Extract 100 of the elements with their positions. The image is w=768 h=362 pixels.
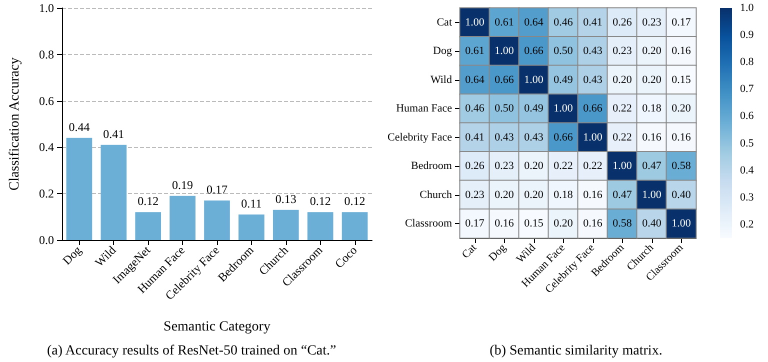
color-bar-label: 1.0 [740, 2, 754, 14]
data-label: 0.43 [583, 74, 603, 86]
data-label: 1.00 [465, 16, 485, 28]
bar [204, 200, 230, 240]
data-label: 0.23 [465, 188, 485, 201]
bar [66, 138, 92, 240]
data-label: 0.50 [554, 45, 574, 58]
data-label: 1.00 [494, 45, 514, 58]
color-bar-label: 0.7 [740, 83, 754, 96]
data-label: 0.20 [524, 160, 544, 172]
data-label: 0.43 [583, 45, 603, 58]
data-label: 0.23 [642, 16, 662, 28]
data-label: 0.12 [310, 194, 331, 208]
data-label: 0.40 [642, 218, 662, 230]
data-label: 0.41 [583, 16, 602, 28]
x-tick-label: Dog [486, 241, 509, 264]
data-label: 0.20 [672, 102, 692, 115]
data-label: 0.20 [612, 74, 632, 86]
x-axis-title: Semantic Category [164, 320, 270, 334]
color-bar-label: 0.9 [740, 29, 754, 42]
data-label: 0.13 [275, 192, 296, 206]
data-label: 0.18 [554, 188, 574, 201]
data-label: 0.18 [642, 102, 662, 115]
data-label: 0.23 [612, 45, 632, 58]
data-label: 0.66 [583, 102, 603, 115]
y-tick-label: Human Face [396, 102, 452, 115]
x-tick-label: Wild [514, 241, 538, 266]
data-label: 0.64 [465, 74, 485, 86]
data-label: 0.16 [583, 218, 603, 230]
data-label: 0.16 [494, 218, 514, 230]
color-bar-label: 0.2 [740, 218, 754, 230]
data-label: 0.26 [612, 16, 632, 28]
y-tick-label: Bedroom [411, 160, 452, 172]
data-label: 0.61 [465, 45, 484, 58]
y-tick-label: Dog [433, 45, 452, 58]
color-bar-label: 0.8 [740, 56, 754, 68]
y-tick-label: Church [420, 188, 452, 201]
data-label: 0.20 [554, 218, 574, 230]
color-bar-label: 0.5 [740, 137, 754, 150]
bar [272, 210, 299, 240]
color-bar-label: 0.4 [740, 164, 754, 176]
data-label: 0.22 [583, 160, 602, 172]
data-label: 0.46 [554, 16, 574, 28]
data-label: 0.44 [68, 120, 90, 134]
data-label: 1.00 [583, 131, 603, 144]
x-tick-label: Coco [332, 243, 360, 271]
x-tick-label: Cat [460, 242, 479, 262]
data-label: 0.49 [524, 102, 544, 115]
data-label: 0.43 [494, 131, 514, 144]
color-bar-label: 0.3 [740, 191, 754, 204]
bar [135, 212, 162, 240]
data-label: 0.26 [465, 160, 485, 172]
data-label: 0.66 [554, 131, 574, 144]
data-label: 0.58 [612, 218, 632, 230]
data-label: 1.00 [612, 160, 632, 172]
data-label: 0.15 [672, 74, 692, 86]
x-tick-label: Dog [60, 243, 84, 268]
data-label: 0.41 [103, 126, 124, 141]
y-tick-label: Wild [430, 74, 452, 86]
text: (b) Semantic similarity matrix. [490, 344, 662, 358]
y-tick-label: 0.2 [39, 186, 54, 201]
data-label: 0.20 [524, 188, 544, 201]
data-label: 0.46 [465, 102, 485, 115]
data-label: 0.66 [494, 74, 514, 86]
data-label: 0.43 [524, 131, 544, 144]
data-label: 0.17 [465, 218, 485, 230]
data-label: 0.15 [524, 218, 544, 230]
bar [307, 212, 334, 240]
data-label: 0.47 [612, 188, 632, 201]
data-label: 0.41 [465, 131, 484, 144]
bar [170, 196, 196, 240]
y-tick-label: 0.4 [39, 140, 54, 154]
data-label: 1.00 [642, 188, 662, 201]
data-label: 1.00 [672, 218, 692, 230]
y-tick-label: 0.0 [39, 233, 54, 247]
y-tick-label: Celebrity Face [388, 131, 452, 144]
data-label: 0.22 [612, 131, 632, 144]
data-label: 0.17 [672, 16, 692, 28]
y-tick-label: 0.6 [39, 94, 54, 108]
data-label: 0.11 [241, 196, 262, 210]
bar [238, 214, 264, 240]
data-label: 0.47 [642, 160, 662, 172]
bar [342, 212, 368, 240]
data-label: 0.40 [672, 188, 692, 201]
y-axis-title: Classification Accuracy [8, 57, 22, 191]
data-label: 0.16 [642, 131, 662, 144]
data-label: 1.00 [524, 74, 544, 86]
data-label: 0.19 [172, 178, 194, 192]
y-tick-label: Cat [436, 16, 452, 28]
data-label: 0.17 [206, 182, 228, 197]
data-label: 1.00 [554, 102, 574, 115]
data-label: 0.50 [494, 102, 514, 115]
data-label: 0.20 [642, 74, 662, 86]
data-label: 0.49 [554, 74, 574, 86]
bar [100, 144, 127, 240]
data-label: 0.20 [494, 188, 514, 201]
color-bar-label: 0.6 [740, 110, 754, 122]
data-label: 0.23 [494, 160, 514, 172]
y-tick-label: 0.8 [39, 47, 54, 62]
data-label: 0.12 [138, 194, 159, 208]
